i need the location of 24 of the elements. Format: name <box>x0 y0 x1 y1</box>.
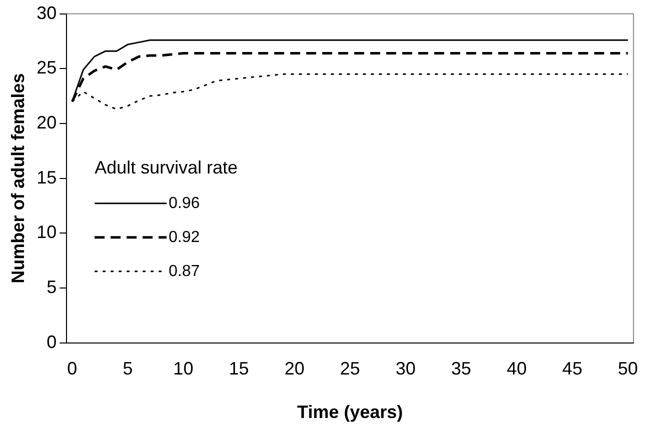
x-tick-label: 30 <box>396 358 416 379</box>
y-tick-label: 25 <box>36 58 57 78</box>
y-tick-label: 30 <box>36 2 57 23</box>
x-tick-label: 25 <box>340 358 360 379</box>
x-tick-label: 5 <box>122 358 133 379</box>
y-tick-label: 20 <box>36 112 57 132</box>
y-tick-label: 5 <box>46 276 57 297</box>
y-axis-title: Number of adult females <box>8 73 28 284</box>
y-tick-label: 0 <box>46 332 57 352</box>
x-axis-title: Time (years) <box>297 402 403 422</box>
x-tick-label: 45 <box>562 358 582 379</box>
x-tick-label: 40 <box>506 358 527 379</box>
x-tick-label: 50 <box>618 358 638 379</box>
legend-label: 0.96 <box>168 194 200 212</box>
legend-title: Adult survival rate <box>94 157 238 178</box>
x-tick-label: 35 <box>451 358 472 379</box>
legend-label: 0.87 <box>168 262 200 280</box>
y-tick-label: 10 <box>36 222 57 242</box>
x-tick-label: 10 <box>173 358 194 379</box>
y-tick-label: 15 <box>36 167 57 188</box>
x-tick-label: 20 <box>284 358 304 379</box>
x-tick-label: 15 <box>228 358 249 379</box>
legend-label: 0.92 <box>168 228 200 246</box>
x-tick-label: 0 <box>67 358 78 379</box>
